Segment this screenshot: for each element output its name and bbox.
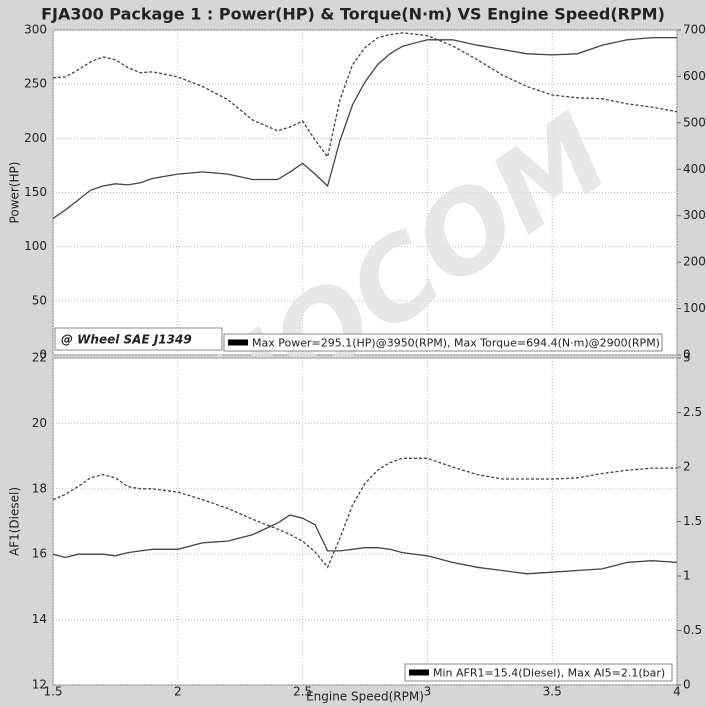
y-tick-label: 16 [32, 547, 47, 561]
y2-tick-label: 700 [683, 23, 706, 37]
y2-tick-label: 2 [683, 460, 691, 474]
data-line [52, 32, 678, 159]
legend-swatch [228, 339, 248, 346]
y-tick-label: 50 [32, 293, 47, 307]
y-tick-label: 200 [24, 131, 47, 145]
y-tick-label: 18 [32, 481, 47, 495]
y-tick-label: 22 [32, 351, 47, 365]
x-tick-label: 3.5 [543, 685, 562, 699]
y2-tick-label: 0.5 [683, 623, 702, 637]
x-axis-label: Engine Speed(RPM) [306, 690, 424, 704]
chart-title: FJA300 Package 1 : Power(HP) & Torque(N·… [41, 5, 665, 24]
y2-tick-label: 1.5 [683, 514, 702, 528]
y-tick-label: 20 [32, 416, 47, 430]
y-axis-label: Power(HP) [8, 162, 22, 224]
y2-tick-label: 500 [683, 115, 706, 129]
x-tick-label: 2.5 [293, 685, 312, 699]
x-tick-label: 3 [424, 685, 432, 699]
annotation-box [54, 327, 223, 351]
plot-area [52, 357, 678, 686]
annotation: @ Wheel SAE J1349 [61, 333, 192, 347]
y2-tick-label: 100 [683, 301, 706, 315]
y2-tick-label: 200 [683, 255, 706, 269]
x-tick-label: 1.5 [43, 685, 62, 699]
y2-tick-label: 0 [683, 678, 691, 692]
x-tick-label: 2 [174, 685, 182, 699]
y-tick-label: 12 [32, 678, 47, 692]
annotation-box [404, 663, 673, 682]
y2-tick-label: 600 [683, 69, 706, 83]
y2-tick-label: 1 [683, 569, 691, 583]
x-tick-label: 4 [673, 685, 681, 699]
y-tick-label: 300 [24, 23, 47, 37]
y-tick-label: 14 [32, 612, 47, 626]
data-line [52, 457, 677, 569]
annotation: Max Power=295.1(HP)@3950(RPM), Max Torqu… [252, 337, 660, 350]
y2-tick-label: 2.5 [683, 405, 702, 419]
y-tick-label: 250 [24, 77, 47, 91]
y-tick-label: 150 [24, 185, 47, 199]
data-line [52, 36, 677, 220]
y-tick-label: 100 [24, 239, 47, 253]
y2-tick-label: 3 [683, 351, 691, 365]
annotation: Min AFR1=15.4(Diesel), Max AI5=2.1(bar) [433, 667, 665, 680]
y2-tick-label: 0 [683, 348, 691, 362]
y2-tick-label: 300 [683, 208, 706, 222]
data-line [52, 514, 678, 575]
y2-tick-label: 400 [683, 162, 706, 176]
legend-swatch [409, 669, 429, 676]
y-axis-label: AF1(Diesel) [8, 487, 22, 556]
y-tick-label: 0 [39, 348, 47, 362]
annotation-box [223, 333, 663, 352]
